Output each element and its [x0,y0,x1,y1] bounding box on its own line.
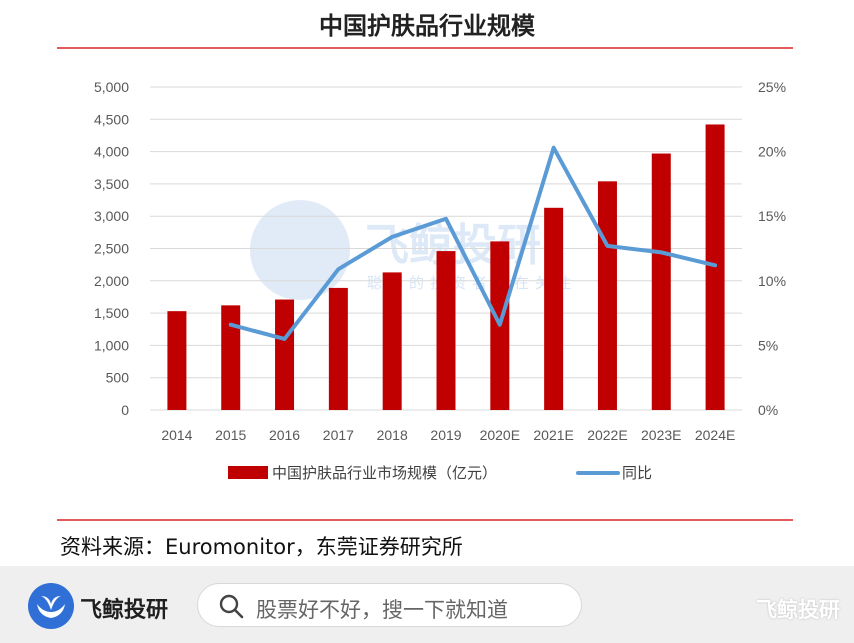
x-axis-tick-label: 2019 [430,427,461,443]
search-input[interactable]: 股票好不好，搜一下就知道 [197,583,582,627]
x-axis-tick-label: 2016 [269,427,300,443]
bar [275,299,295,410]
left-axis-tick-label: 500 [106,370,130,386]
left-axis-tick-label: 3,500 [94,176,129,192]
yoy-point [444,217,448,221]
bar [382,272,402,410]
x-axis-tick-label: 2018 [377,427,408,443]
left-axis-tick-label: 2,500 [94,241,129,257]
footer-brand-name[interactable]: 飞鲸投研 [80,598,169,623]
watermark-slogan: 聪明的投资者都在关注 [367,274,577,292]
yoy-point [336,267,340,271]
bar [328,287,348,410]
x-axis-tick-label: 2022E [587,427,627,443]
search-icon [219,594,244,619]
x-axis-tick-label: 2024E [695,427,735,443]
left-axis-tick-label: 0 [121,402,129,418]
x-axis-tick-label: 2020E [480,427,520,443]
yoy-point [498,323,502,327]
chart: 飞鲸投研聪明的投资者都在关注05001,0001,5002,0002,5003,… [94,79,786,482]
right-axis-tick-label: 15% [758,208,786,224]
legend-bar-label: 中国护肤品行业市场规模（亿元） [272,464,497,482]
right-axis-tick-label: 10% [758,273,786,289]
bar [221,305,241,410]
watermark-logo-icon [250,200,350,300]
chart-title: 中国护肤品行业规模 [319,11,535,40]
left-axis-tick-label: 3,000 [94,208,129,224]
bar [436,251,456,410]
yoy-point [713,263,717,267]
left-axis-tick-label: 4,500 [94,111,129,127]
left-axis-tick-label: 2,000 [94,273,129,289]
yoy-point [659,250,663,254]
x-axis-tick-label: 2023E [641,427,681,443]
left-axis-tick-label: 1,000 [94,337,129,353]
right-axis-tick-label: 0% [758,402,778,418]
bar [597,181,617,410]
bar [544,207,564,410]
footer-bar: 飞鲸投研 股票好不好，搜一下就知道 飞鲸投研 [0,566,854,643]
yoy-line [228,145,718,341]
search-placeholder: 股票好不好，搜一下就知道 [256,598,508,622]
yoy-point [552,146,556,150]
right-axis-tick-label: 20% [758,144,786,160]
x-axis-tick-label: 2014 [161,427,192,443]
yoy-point [390,235,394,239]
right-axis-tick-label: 5% [758,337,778,353]
yoy-point [605,244,609,248]
left-axis-tick-label: 1,500 [94,305,129,321]
left-axis-tick-label: 4,000 [94,144,129,160]
x-axis-tick-label: 2017 [323,427,354,443]
right-axis-tick-label: 25% [758,79,786,95]
bar [651,153,671,410]
source-note: 资料来源：Euromonitor，东莞证券研究所 [60,535,463,559]
legend-line-label: 同比 [622,464,652,482]
top-divider [57,47,793,49]
footer-watermark: 飞鲸投研 [756,598,840,622]
bottom-divider [57,519,793,521]
x-axis-tick-label: 2021E [533,427,573,443]
yoy-point [283,337,287,341]
left-axis-tick-label: 5,000 [94,79,129,95]
x-axis-tick-label: 2015 [215,427,246,443]
legend-bar-swatch [228,466,268,479]
whale-logo-icon[interactable] [27,582,75,630]
bar [167,311,187,410]
yoy-point [229,323,233,327]
